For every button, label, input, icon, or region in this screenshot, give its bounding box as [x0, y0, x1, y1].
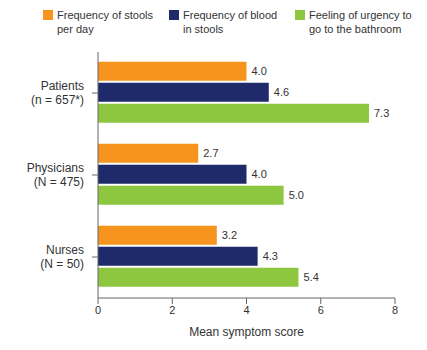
svg-text:4.0: 4.0	[252, 65, 267, 77]
svg-text:4.6: 4.6	[274, 86, 289, 98]
svg-text:3.2: 3.2	[222, 229, 237, 241]
svg-text:4.3: 4.3	[263, 250, 278, 262]
svg-text:5.4: 5.4	[303, 271, 318, 283]
svg-text:4.0: 4.0	[252, 168, 267, 180]
svg-text:4: 4	[243, 304, 249, 316]
html-text:Frequency of stools per day: Frequency of stools per day	[57, 9, 153, 35]
svg-text:7.3: 7.3	[374, 107, 389, 119]
html-text:Feeling of urgency to go to th: Feeling of urgency to go to the bathroom	[309, 9, 412, 35]
svg-text:Nurses(N = 50): Nurses(N = 50)	[40, 243, 84, 271]
svg-text:2: 2	[169, 304, 175, 316]
html-text:Frequency of blood in stools: Frequency of blood in stools	[183, 9, 278, 35]
svg-text:0: 0	[95, 304, 101, 316]
svg-text:6: 6	[318, 304, 324, 316]
svg-text:Physicians(N = 475): Physicians(N = 475)	[27, 161, 84, 189]
svg-text:Mean symptom score: Mean symptom score	[189, 325, 304, 339]
svg-text:8: 8	[392, 304, 398, 316]
svg-text:Patients(n = 657*): Patients(n = 657*)	[31, 79, 84, 107]
svg-text:5.0: 5.0	[289, 189, 304, 201]
svg-text:2.7: 2.7	[203, 147, 218, 159]
